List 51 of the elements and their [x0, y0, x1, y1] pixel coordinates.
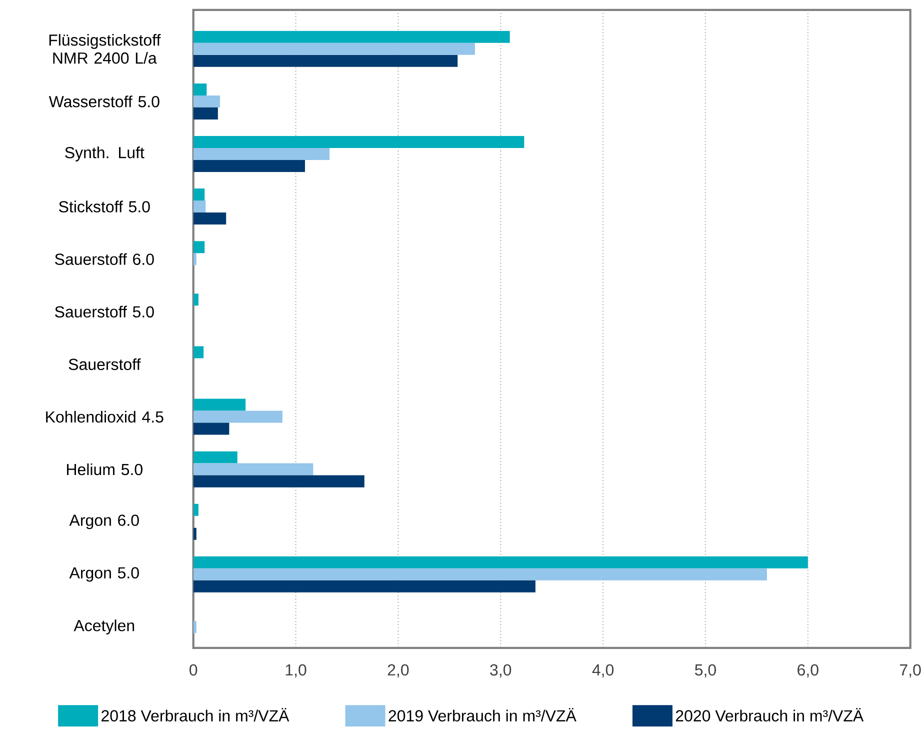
bar: [193, 463, 314, 476]
bar: [193, 294, 198, 306]
bar: [193, 136, 524, 148]
bar: [193, 451, 238, 464]
bar: [193, 188, 205, 201]
bar: [193, 475, 364, 488]
bar: [193, 528, 196, 540]
bar: [193, 346, 204, 358]
bar: [193, 422, 230, 435]
x-tick-label: 0: [190, 664, 198, 676]
x-tick-label: 5,0: [695, 664, 716, 678]
x-tick-label: 3,0: [490, 664, 512, 678]
y-tick-label: Flüssigstickstoff NMR 2400 L/a: [49, 34, 161, 64]
legend-label: 2019 Verbrauch in m³/VZÄ: [388, 708, 576, 722]
bar: [193, 160, 305, 172]
x-tick-label: 6,0: [798, 664, 818, 678]
y-tick-label: Acetylen: [74, 620, 134, 634]
bar: [193, 504, 198, 516]
bar: [193, 241, 205, 254]
y-tick-label: Wasserstoff 5.0: [48, 96, 160, 108]
bar: [193, 398, 246, 411]
legend-label: 2018 Verbrauch in m³/VZÄ: [102, 708, 290, 722]
y-tick-label: Sauerstoff: [68, 358, 141, 370]
legend-label: 2020 Verbrauch in m³/VZÄ: [676, 708, 864, 722]
bar: [193, 620, 196, 633]
y-tick-label: Synth. Luft: [65, 146, 144, 162]
bar: [193, 580, 536, 592]
x-tick-label: 4,0: [592, 664, 614, 678]
y-tick-label: Argon 6.0: [69, 514, 139, 530]
x-tick-label: 1,0: [286, 664, 306, 678]
bar: [193, 42, 476, 55]
y-tick-label: Stickstoff 5.0: [59, 200, 150, 212]
bar: [193, 212, 226, 225]
y-tick-label: Kohlendioxid 4.5: [46, 410, 164, 423]
x-tick-label: 7,0: [900, 664, 921, 678]
bar: [193, 30, 510, 43]
bar: [193, 410, 282, 423]
bar: [193, 148, 330, 160]
bar: [193, 568, 767, 580]
y-tick-label: Argon 5.0: [69, 567, 139, 582]
bar: [193, 253, 196, 266]
x-tick-label: 2,0: [388, 664, 409, 678]
bar: [193, 556, 808, 568]
bar: [193, 107, 218, 120]
bar: [193, 200, 206, 213]
y-tick-label: Sauerstoff 5.0: [55, 306, 154, 318]
y-tick-label: Sauerstoff 6.0: [55, 253, 154, 265]
bar: [193, 95, 220, 108]
bar: [193, 54, 458, 67]
y-tick-label: Helium 5.0: [67, 463, 142, 476]
bar: [193, 83, 207, 96]
